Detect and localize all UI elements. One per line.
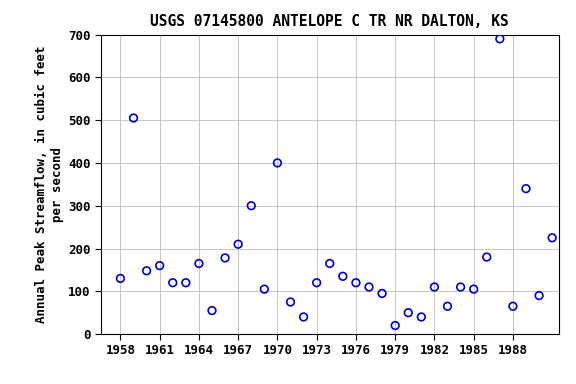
Point (391, 323, 400, 329)
Point (260, 286, 269, 292)
Point (142, 268, 151, 274)
Point (233, 241, 242, 247)
Y-axis label: Annual Peak Streamflow, in cubic feet
per second: Annual Peak Streamflow, in cubic feet pe… (35, 46, 64, 323)
Point (508, 303, 517, 310)
Point (168, 280, 177, 286)
Point (116, 275, 125, 281)
Point (207, 308, 217, 314)
Point (482, 254, 491, 260)
Point (325, 260, 335, 266)
Point (456, 284, 465, 290)
Point (404, 310, 413, 316)
Point (417, 314, 426, 320)
Point (181, 280, 191, 286)
Point (129, 115, 138, 121)
Point (155, 263, 164, 269)
Point (299, 314, 308, 320)
Point (495, 36, 505, 42)
Title: USGS 07145800 ANTELOPE C TR NR DALTON, KS: USGS 07145800 ANTELOPE C TR NR DALTON, K… (150, 14, 509, 29)
Point (247, 203, 256, 209)
Point (312, 280, 321, 286)
Point (351, 280, 361, 286)
Point (521, 185, 530, 192)
Point (338, 273, 347, 280)
Point (273, 160, 282, 166)
Point (221, 255, 230, 261)
Point (194, 260, 203, 266)
Point (286, 299, 295, 305)
Point (469, 286, 478, 292)
Point (430, 284, 439, 290)
Point (365, 284, 374, 290)
Point (377, 290, 386, 296)
Point (548, 235, 557, 241)
Point (535, 293, 544, 299)
Point (443, 303, 452, 310)
